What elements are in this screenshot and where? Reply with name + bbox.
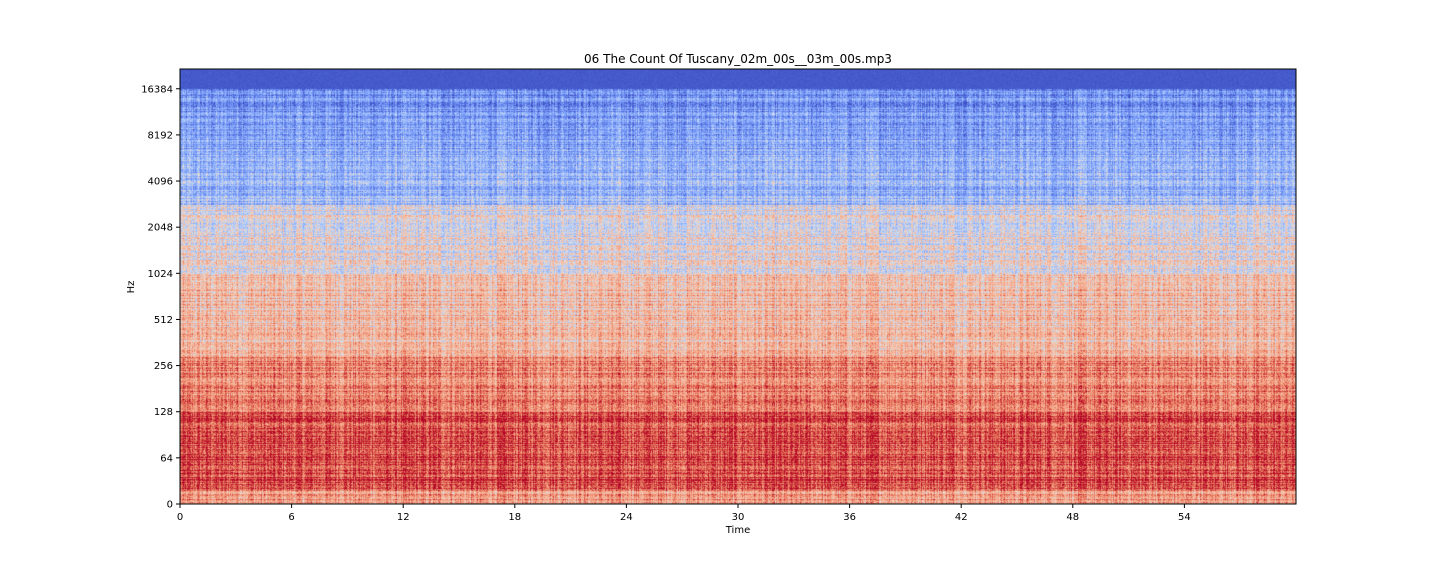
x-tick-label: 6 [288,512,294,523]
x-tick-label: 18 [508,512,521,523]
y-tick-label: 64 [160,453,173,464]
plot-area [179,68,1297,505]
chart-title: 06 The Count Of Tuscany_02m_00s__03m_00s… [584,52,892,66]
x-tick-label: 48 [1066,512,1079,523]
x-tick-label: 54 [1178,512,1191,523]
x-axis: 0 6 12 18 24 30 36 42 48 54 [177,504,1191,523]
y-axis: 0 64 128 256 512 1024 2048 4096 8192 16384 [141,84,180,511]
y-tick-label: 2048 [148,223,173,234]
y-tick-label: 128 [154,407,173,418]
x-tick-label: 12 [397,512,410,523]
x-tick-label: 24 [620,512,633,523]
x-tick-label: 30 [732,512,745,523]
y-tick-label: 512 [154,315,173,326]
x-tick-label: 0 [177,512,183,523]
spectrogram-image-holder [180,69,1296,504]
x-tick-label: 36 [843,512,856,523]
x-axis-label: Time [725,525,750,536]
y-tick-label: 256 [154,361,173,372]
y-tick-label: 8192 [148,130,173,141]
y-axis-label: Hz [126,281,137,294]
y-tick-label: 4096 [148,177,173,188]
y-tick-label: 1024 [148,269,173,280]
y-tick-label: 16384 [141,84,173,95]
spectrogram-image [180,69,1296,504]
y-tick-label: 0 [167,500,173,511]
x-tick-label: 42 [955,512,968,523]
